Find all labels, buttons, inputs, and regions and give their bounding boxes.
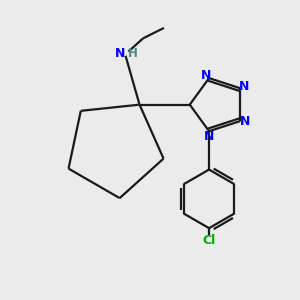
Text: N: N bbox=[201, 69, 211, 82]
Text: Cl: Cl bbox=[202, 234, 216, 247]
Text: N: N bbox=[240, 115, 250, 128]
Text: N: N bbox=[239, 80, 250, 93]
Text: H: H bbox=[128, 46, 138, 59]
Text: N: N bbox=[204, 130, 214, 142]
Text: N: N bbox=[115, 46, 125, 59]
